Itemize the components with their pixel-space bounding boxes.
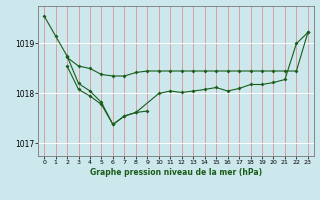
X-axis label: Graphe pression niveau de la mer (hPa): Graphe pression niveau de la mer (hPa) <box>90 168 262 177</box>
